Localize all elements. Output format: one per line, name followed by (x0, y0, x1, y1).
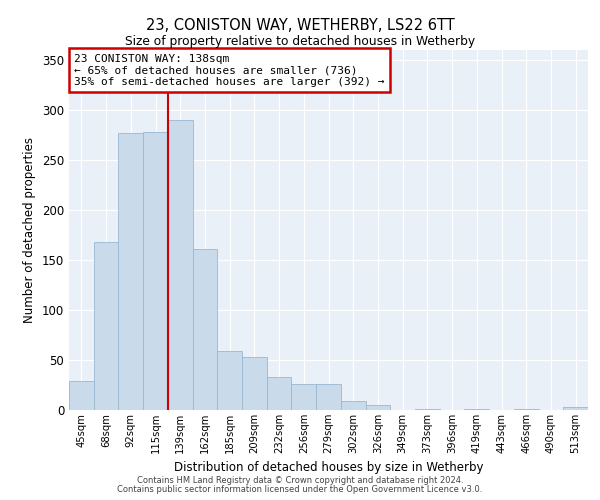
Bar (242, 357, 267, 410)
Text: Contains public sector information licensed under the Open Government Licence v3: Contains public sector information licen… (118, 485, 482, 494)
Bar (514, 409, 539, 410)
Bar (193, 249, 217, 410)
Bar (118, 133, 143, 410)
Y-axis label: Number of detached properties: Number of detached properties (23, 137, 37, 323)
Bar (464, 409, 489, 410)
Bar (69, 381, 94, 410)
Bar (563, 407, 588, 410)
Bar (341, 401, 365, 410)
Text: 23 CONISTON WAY: 138sqm
← 65% of detached houses are smaller (736)
35% of semi-d: 23 CONISTON WAY: 138sqm ← 65% of detache… (74, 54, 385, 87)
Bar (267, 377, 292, 410)
Bar (415, 409, 440, 410)
Text: Contains HM Land Registry data © Crown copyright and database right 2024.: Contains HM Land Registry data © Crown c… (137, 476, 463, 485)
Bar (292, 384, 316, 410)
X-axis label: Distribution of detached houses by size in Wetherby: Distribution of detached houses by size … (174, 462, 483, 474)
Bar (365, 405, 390, 410)
Bar (143, 132, 168, 410)
Text: Size of property relative to detached houses in Wetherby: Size of property relative to detached ho… (125, 35, 475, 48)
Bar (168, 120, 193, 410)
Bar (94, 242, 118, 410)
Bar (316, 384, 341, 410)
Text: 23, CONISTON WAY, WETHERBY, LS22 6TT: 23, CONISTON WAY, WETHERBY, LS22 6TT (146, 18, 454, 32)
Bar (217, 351, 242, 410)
